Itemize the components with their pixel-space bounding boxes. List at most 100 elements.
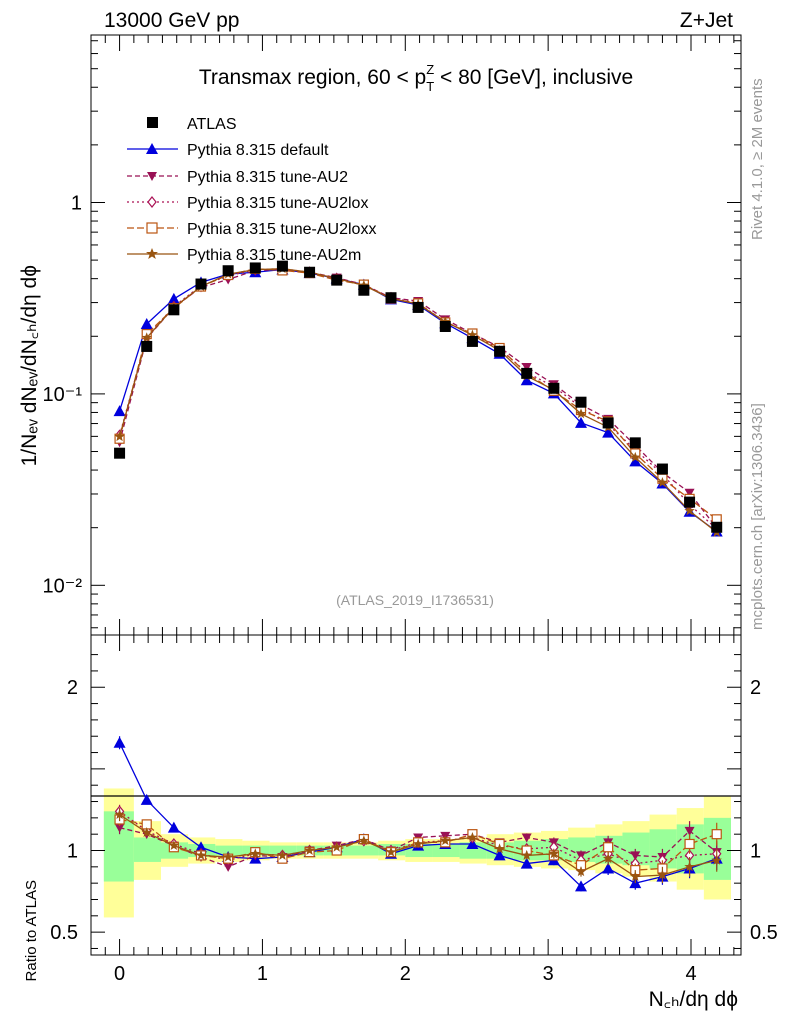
main-marker-au2m (114, 431, 125, 442)
legend-item-au2m: Pythia 8.315 tune-AU2m (127, 247, 361, 264)
legend-item-au2loxx: Pythia 8.315 tune-AU2loxx (127, 221, 376, 238)
atlas-point (439, 320, 451, 332)
ylabel-ratio: Ratio to ATLAS (23, 880, 40, 981)
watermark: (ATLAS_2019_I1736531) (336, 592, 494, 608)
ratio-y-tick-label-right: 1 (750, 841, 761, 863)
ratio-marker-au2m (412, 838, 424, 849)
main-marker-default (575, 416, 587, 428)
band-green (432, 843, 460, 858)
atlas-point (304, 266, 316, 278)
legend-label-au2lox: Pythia 8.315 tune-AU2lox (187, 195, 368, 212)
legend-marker-au2m (146, 248, 158, 259)
atlas-point (195, 278, 207, 290)
ratio-marker-au2 (521, 833, 532, 843)
ratio-marker-au2 (684, 826, 695, 836)
ratio-marker-default (195, 841, 207, 853)
legend-marker-au2lox (147, 196, 157, 208)
main-axis-ticks: 1 10⁻¹ 10⁻² (43, 40, 741, 629)
legend-label-atlas: ATLAS (187, 116, 237, 133)
main-title-post: < 80 [GeV], inclusive (434, 66, 633, 89)
main-marker-default (113, 405, 126, 417)
ratio-line-au2loxx (119, 818, 717, 871)
legend-marker-default (146, 143, 158, 154)
ratio-y-tick-label-left: 2 (67, 677, 78, 699)
main-marker-au2m (141, 332, 152, 343)
band-green (215, 845, 243, 856)
main-y-tick-label: 10⁻² (43, 575, 83, 597)
ratio-marker-au2m (630, 871, 641, 882)
legend-label-au2loxx: Pythia 8.315 tune-AU2loxx (187, 221, 376, 238)
main-line-au2 (118, 268, 718, 529)
atlas-point (358, 284, 370, 296)
ratio-marker-au2loxx (684, 838, 695, 850)
ratio-marker-au2m (602, 853, 614, 864)
legend-marker-atlas (147, 117, 158, 128)
atlas-point (684, 496, 696, 508)
atlas-point (466, 335, 478, 347)
ratio-marker-au2 (630, 851, 641, 861)
main-marker-au2m (575, 408, 587, 419)
ratio-marker-au2m (521, 849, 532, 860)
legend-item-atlas: ATLAS (147, 116, 237, 133)
atlas-point (276, 260, 288, 272)
ratio-axis-ticks: 2 1 0.5 2 1 0.5 (50, 654, 778, 949)
main-marker-au2m (467, 329, 478, 340)
atlas-point (629, 437, 641, 449)
atlas-point (711, 521, 723, 533)
header-left: 13000 GeV pp (104, 9, 239, 32)
ratio-marker-au2m (385, 846, 397, 857)
atlas-point (249, 262, 261, 274)
atlas-point (656, 463, 668, 475)
ratio-marker-au2m (711, 854, 722, 865)
main-marker-default (167, 292, 180, 304)
ratio-marker-au2m (575, 866, 587, 877)
ratio-marker-default (140, 793, 153, 805)
atlas-point (602, 417, 614, 429)
header-right: Z+Jet (680, 9, 733, 32)
main-marker-au2m (630, 451, 641, 462)
atlas-point (494, 345, 506, 357)
legend-marker-au2loxx (146, 222, 158, 234)
atlas-point (412, 301, 424, 313)
main-marker-au2 (684, 488, 695, 498)
ratio-marker-au2m (358, 835, 370, 846)
atlas-point (222, 265, 234, 277)
ratio-marker-au2m (168, 840, 180, 851)
ratio-marker-au2 (223, 862, 234, 872)
x-tick-label: 0 (114, 963, 125, 985)
main-marker-default (602, 426, 615, 438)
x-axis-ticks: 0 1 2 3 4 (90, 35, 735, 985)
ratio-y-tick-label-left: 0.5 (50, 922, 78, 944)
band-green (351, 845, 379, 856)
main-panel: 1 10⁻¹ 10⁻² Transmax region, 60 < pZ T < 80… (43, 34, 742, 636)
main-title-pre: Transmax region, 60 < p (199, 66, 426, 89)
x-tick-label: 4 (685, 963, 696, 985)
ratio-marker-au2loxx (603, 842, 614, 853)
ratio-marker-default (575, 880, 587, 892)
main-title: Transmax region, 60 < pZ T < 80 [GeV], in… (199, 62, 633, 94)
ratio-marker-au2m (331, 841, 342, 852)
main-marker-default (520, 374, 533, 386)
x-tick-label: 1 (257, 963, 268, 985)
main-marker-default (629, 455, 642, 467)
ratio-marker-au2m (277, 849, 288, 860)
ratio-marker-au2m (684, 861, 695, 872)
ratio-marker-au2m (114, 809, 125, 820)
ratio-y-tick-label-left: 1 (67, 841, 78, 863)
main-marker-au2m (657, 477, 668, 487)
atlas-point (521, 367, 533, 379)
band-green (133, 837, 161, 862)
main-y-tick-label: 10⁻¹ (43, 384, 83, 406)
ratio-marker-au2m (195, 849, 207, 860)
rivet-label: Rivet 4.1.0, ≥ 2M events (749, 78, 766, 240)
main-marker-au2m (684, 505, 695, 516)
ratio-marker-au2m (548, 848, 560, 859)
atlas-point (114, 447, 126, 459)
legend-item-au2: Pythia 8.315 tune-AU2 (127, 169, 348, 186)
ratio-marker-au2loxx (711, 829, 722, 840)
x-tick-label: 2 (400, 963, 411, 985)
main-marker-default (140, 317, 153, 329)
ratio-marker-default (466, 837, 479, 849)
ratio-marker-default (167, 821, 180, 833)
